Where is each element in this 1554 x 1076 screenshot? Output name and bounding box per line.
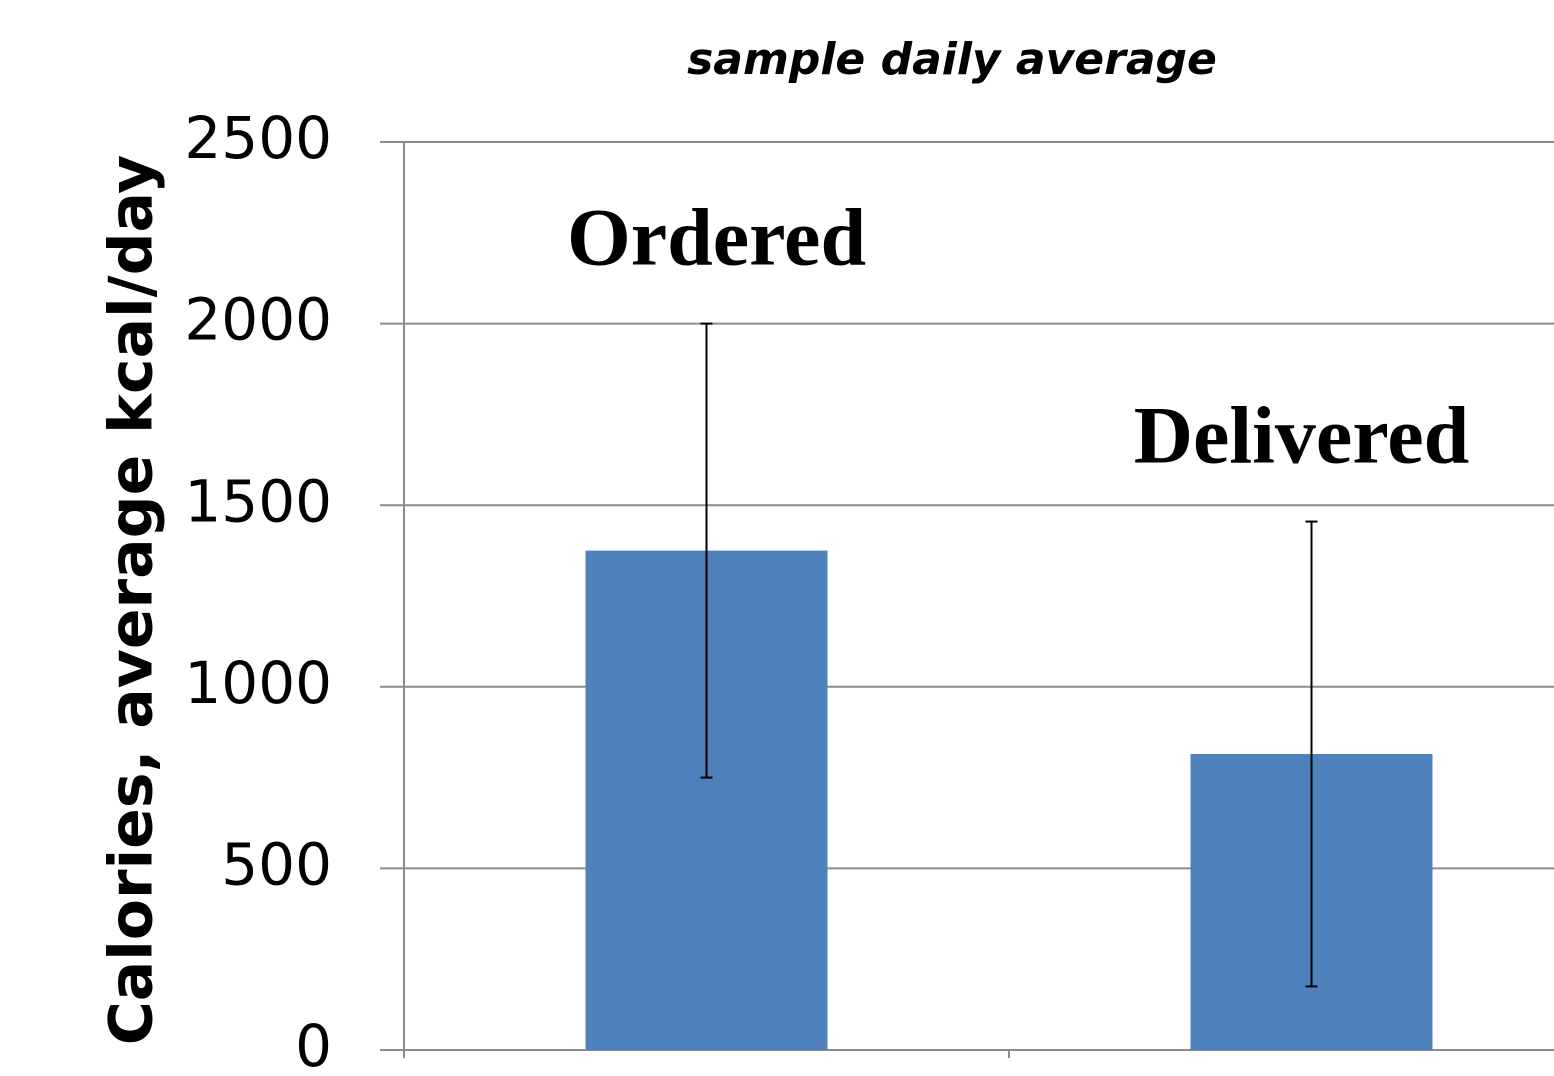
chart-title: sample daily average xyxy=(687,34,1217,85)
y-tick-label: 500 xyxy=(221,831,332,899)
error-bar xyxy=(1305,520,1318,988)
y-tick-label: 2500 xyxy=(184,104,332,172)
y-tick-label: 1500 xyxy=(184,467,332,535)
y-tick-label: 2000 xyxy=(184,286,332,354)
y-axis-label: Calories, average kcal/day xyxy=(97,155,167,1046)
error-bar xyxy=(700,322,713,779)
category-label: Ordered xyxy=(567,191,866,282)
y-tick-label: 0 xyxy=(295,1012,332,1076)
y-tick-label: 1000 xyxy=(184,649,332,717)
category-label: Delivered xyxy=(1134,389,1470,480)
